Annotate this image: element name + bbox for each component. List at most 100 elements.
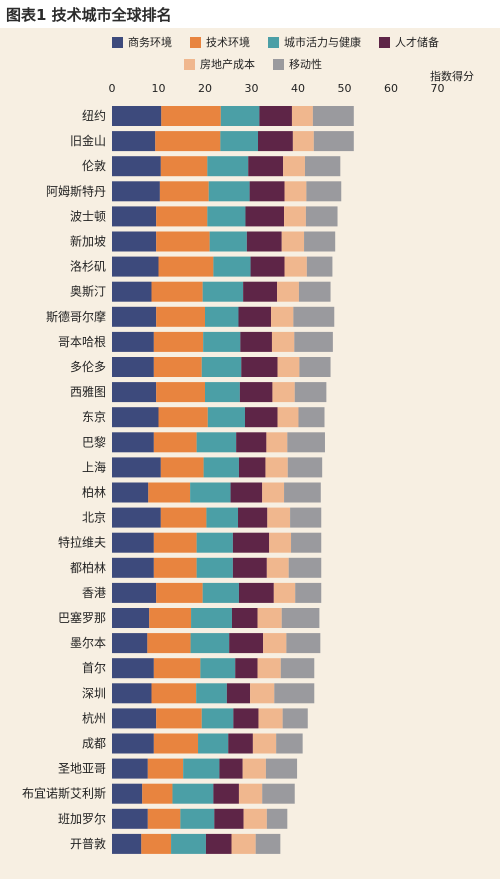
bar-segment xyxy=(220,131,259,152)
legend-label-real-estate: 房地产成本 xyxy=(200,58,255,71)
bar-segment xyxy=(262,482,285,503)
category-label: 洛杉矶 xyxy=(70,259,106,274)
legend-row-2: 房地产成本 移动性 xyxy=(112,56,482,72)
bar-segment xyxy=(312,106,354,126)
bar-segment xyxy=(239,382,273,403)
bar-segment xyxy=(112,331,154,352)
bar-segment xyxy=(207,206,246,227)
category-label: 阿姆斯特丹 xyxy=(46,183,106,198)
category-label: 东京 xyxy=(82,410,106,424)
bar-segment xyxy=(112,708,157,729)
category-label: 伦敦 xyxy=(82,158,106,173)
bar-segment xyxy=(172,783,214,804)
bar-segment xyxy=(153,357,202,377)
bar-segment xyxy=(156,206,208,227)
bar-segment xyxy=(112,507,161,528)
bar-segment xyxy=(156,231,210,252)
x-tick-label: 60 xyxy=(384,82,398,95)
bar-segment xyxy=(249,181,285,202)
bar-segment xyxy=(213,783,239,804)
bar-segment xyxy=(299,357,331,377)
bar-segment xyxy=(142,783,173,804)
bar-segment xyxy=(198,733,229,754)
bar-segment xyxy=(272,382,295,403)
bar-segment xyxy=(248,156,284,177)
bar-segment xyxy=(112,557,154,578)
bar-segment xyxy=(243,808,267,829)
legend-label-talent: 人才储备 xyxy=(395,36,439,49)
bar-segment xyxy=(207,156,249,177)
x-tick-label: 0 xyxy=(109,82,116,95)
bar-segment xyxy=(214,808,244,829)
bar-segment xyxy=(156,382,205,403)
bar-segment xyxy=(263,633,287,654)
bar-segment xyxy=(228,733,253,754)
category-label: 上海 xyxy=(82,459,106,474)
bar-segment xyxy=(156,708,202,729)
x-tick-label: 40 xyxy=(291,82,305,95)
legend-swatch-real-estate xyxy=(184,58,195,70)
legend-swatch-business xyxy=(112,36,123,48)
bar-segment xyxy=(233,708,259,729)
bar-segment xyxy=(112,382,157,403)
x-tick-label: 50 xyxy=(338,82,352,95)
bar-segment xyxy=(281,231,305,252)
bar-segment xyxy=(238,457,266,478)
bar-segment xyxy=(147,633,191,654)
category-label: 柏林 xyxy=(82,485,106,500)
bar-segment xyxy=(112,658,154,679)
bar-segment xyxy=(240,331,272,352)
bar-segment xyxy=(112,633,148,654)
bar-segment xyxy=(196,432,237,453)
bar-segment xyxy=(238,582,274,603)
bar-segment xyxy=(205,382,240,403)
bar-segment xyxy=(271,331,295,352)
legend-item-vitality: 城市活力与健康 xyxy=(268,34,361,50)
category-label: 深圳 xyxy=(82,686,106,700)
category-label: 纽约 xyxy=(82,108,106,123)
category-label: 多伦多 xyxy=(70,359,106,374)
bar-segment xyxy=(196,683,227,704)
bar-segment xyxy=(283,156,305,177)
bar-segment xyxy=(250,683,275,704)
legend-swatch-talent xyxy=(379,36,390,48)
bar-segment xyxy=(306,181,342,202)
bar-segment xyxy=(284,482,321,503)
bar-segment xyxy=(148,482,191,503)
bar-segment xyxy=(287,457,323,478)
bar-segment xyxy=(153,658,201,679)
category-label: 巴塞罗那 xyxy=(58,610,106,625)
bar-segment xyxy=(273,582,296,603)
category-label: 成都 xyxy=(82,737,106,751)
bar-segment xyxy=(112,683,152,704)
bar-segment xyxy=(313,131,354,152)
bar-segment xyxy=(266,808,288,829)
legend-item-tech: 技术环境 xyxy=(190,34,250,50)
bar-segment xyxy=(153,557,197,578)
bar-segment xyxy=(112,281,152,302)
bar-segment xyxy=(112,457,161,478)
category-label: 特拉维夫 xyxy=(58,535,106,550)
bar-segment xyxy=(284,181,307,202)
bar-segment xyxy=(153,532,197,553)
bar-segment xyxy=(292,131,314,152)
bar-segment xyxy=(304,156,341,177)
bar-segment xyxy=(206,507,239,528)
bar-segment xyxy=(160,507,207,528)
bar-segment xyxy=(286,633,321,654)
bar-segment xyxy=(242,758,266,779)
bar-segment xyxy=(202,582,239,603)
bar-segment xyxy=(306,256,333,277)
bar-segment xyxy=(205,833,232,854)
bar-segment xyxy=(250,256,285,277)
bar-segment xyxy=(298,281,331,302)
bar-segment xyxy=(238,507,268,528)
category-label: 开普敦 xyxy=(70,836,106,851)
bar-segment xyxy=(151,281,203,302)
bar-segment xyxy=(232,557,267,578)
legend-swatch-vitality xyxy=(268,36,279,48)
bar-segment xyxy=(213,256,251,277)
category-label: 香港 xyxy=(82,586,106,600)
